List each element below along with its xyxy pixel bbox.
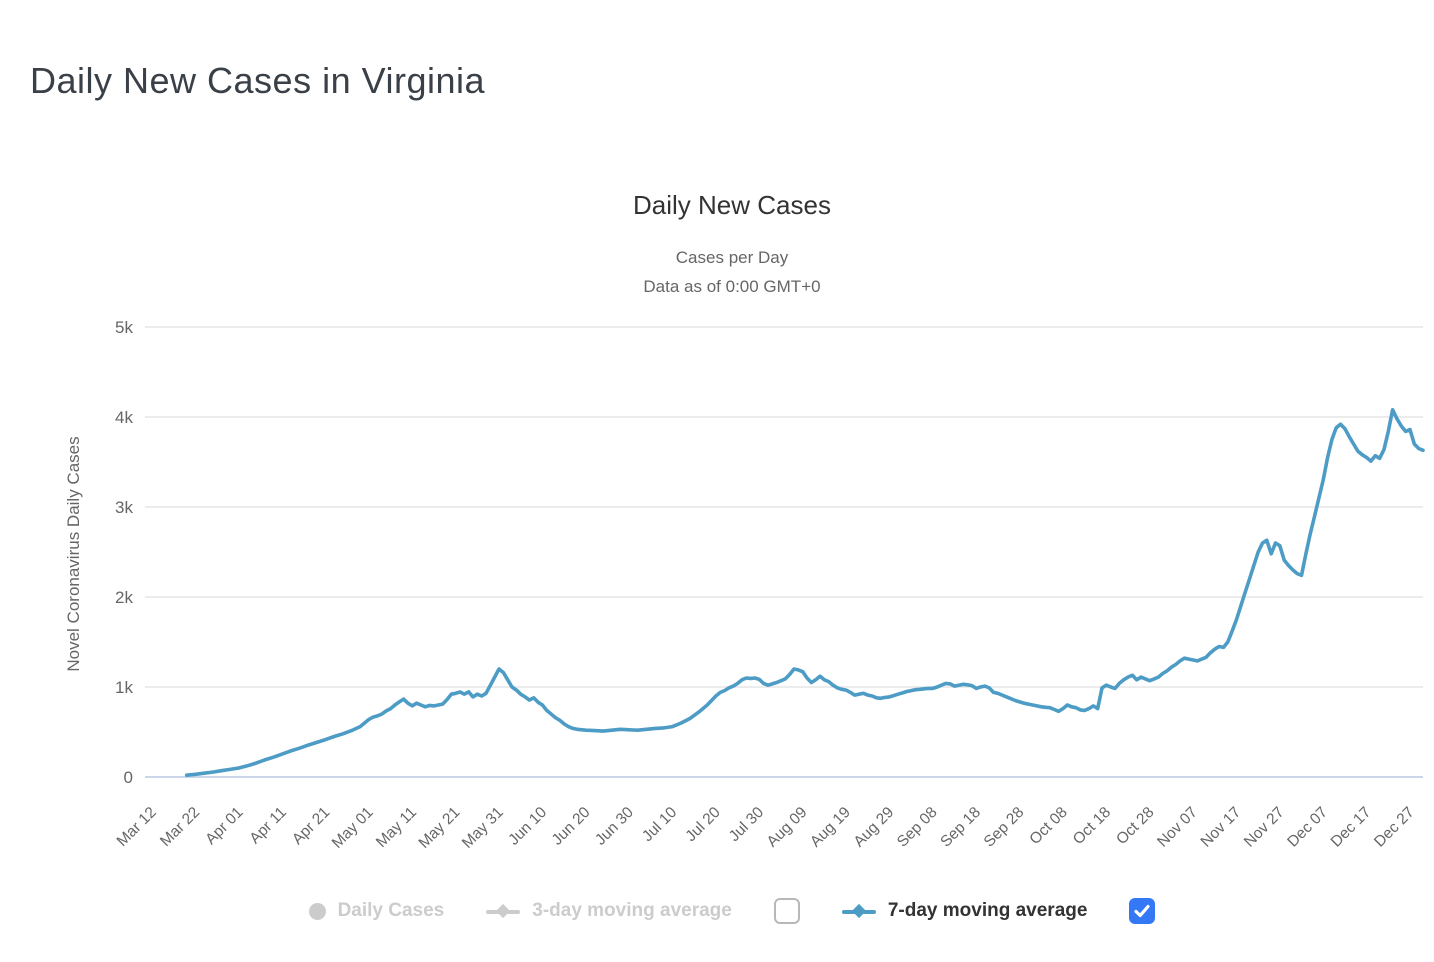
x-tick-label: Oct 28 [1113,804,1157,848]
x-tick-label: Jun 10 [505,804,550,849]
x-tick-label: Sep 18 [937,804,984,851]
x-tick-label: Sep 28 [981,804,1028,851]
x-tick-label: Dec 27 [1371,804,1418,851]
x-tick-label: Sep 08 [894,804,941,851]
legend-item-daily-cases[interactable]: Daily Cases [308,900,445,922]
x-tick-label: Apr 21 [289,804,333,848]
daily-cases-marker-icon [308,902,326,920]
seven-day-marker-icon [841,903,876,920]
x-tick-label: Apr 01 [202,804,246,848]
y-tick-label: 1k [115,678,133,697]
y-tick-label: 0 [124,768,133,787]
x-tick-label: Jul 10 [639,804,681,846]
x-tick-label: Nov 07 [1154,804,1201,851]
checkmark-icon [1134,904,1151,918]
y-tick-label: 5k [115,318,133,337]
x-tick-label: Dec 17 [1328,804,1375,851]
x-tick-label: Jun 30 [592,804,637,849]
legend-item-7-day-moving-average[interactable]: 7-day moving average [841,900,1088,922]
x-tick-label: Jul 20 [682,804,724,846]
x-tick-label: Jun 20 [549,804,594,849]
chart-subtitle: Cases per Day Data as of 0:00 GMT+0 [30,243,1434,301]
legend-label-7-day: 7-day moving average [887,900,1088,921]
y-tick-label: 4k [115,408,133,427]
x-tick-label: Nov 27 [1241,804,1288,851]
x-tick-label: Oct 18 [1070,804,1114,848]
x-tick-label: Nov 17 [1198,804,1245,851]
y-tick-label: 3k [115,498,133,517]
legend-label-3-day: 3-day moving average [532,900,732,921]
x-tick-label: Oct 08 [1026,804,1070,848]
x-tick-label: Mar 12 [114,804,160,850]
x-tick-label: Jul 30 [726,804,768,846]
series-line-7-day-moving-average [184,408,1425,778]
legend: Daily Cases 3-day moving average 7-day m… [30,898,1434,924]
chart-subtitle-line1: Cases per Day [675,248,789,267]
x-tick-label: May 31 [459,804,507,852]
y-tick-label: 2k [115,588,133,607]
three-day-checkbox[interactable] [773,898,800,924]
page-title: Daily New Cases in Virginia [30,60,486,101]
x-tick-label: Aug 29 [851,804,898,851]
x-tick-label: Aug 09 [764,804,811,851]
x-tick-label: May 01 [329,804,377,852]
x-tick-label: Mar 22 [157,804,203,850]
legend-item-3-day-moving-average[interactable]: 3-day moving average [486,900,732,922]
x-tick-label: Aug 19 [807,804,854,851]
legend-label-daily-cases: Daily Cases [337,900,445,921]
three-day-marker-icon [486,903,521,920]
x-tick-label: Dec 07 [1284,804,1331,851]
chart-title: Daily New Cases [633,190,831,220]
x-tick-label: May 11 [373,804,420,851]
x-tick-label: Apr 11 [246,804,290,848]
x-tick-label: May 21 [416,804,464,852]
seven-day-checkbox[interactable] [1129,898,1156,924]
chart-subtitle-line2: Data as of 0:00 GMT+0 [643,277,821,296]
